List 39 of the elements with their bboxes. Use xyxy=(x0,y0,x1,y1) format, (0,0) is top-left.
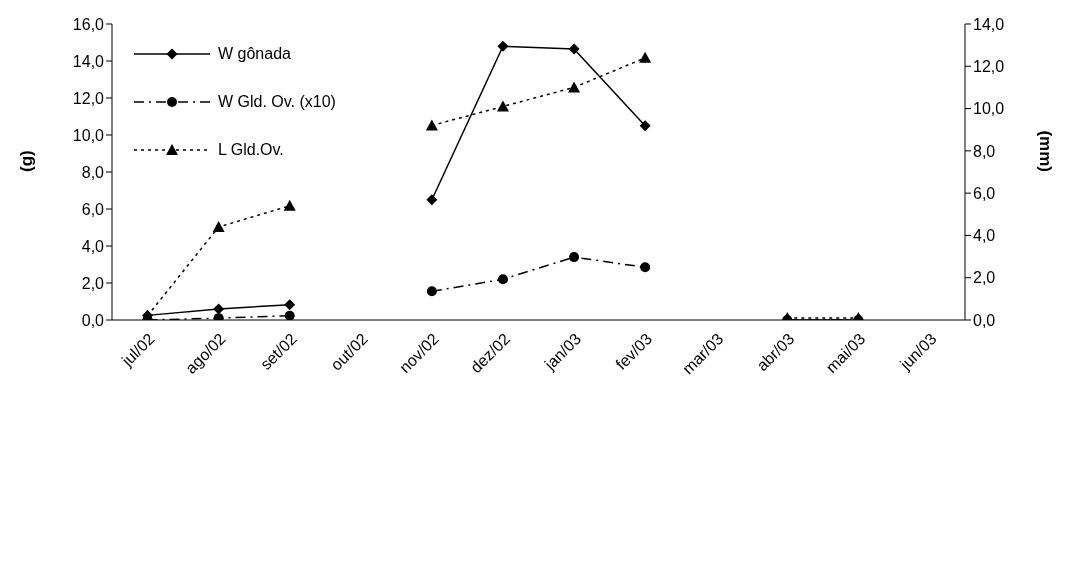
point xyxy=(497,40,509,52)
y2-tick-label: 4,0 xyxy=(973,227,996,245)
point xyxy=(212,220,225,232)
y-tick-label: 6,0 xyxy=(81,200,105,218)
point xyxy=(426,194,438,206)
y-tick-label: 8,0 xyxy=(81,163,105,181)
y-tick-label: 0,0 xyxy=(81,311,105,329)
y2-tick-label: 14,0 xyxy=(973,15,1005,33)
point xyxy=(425,119,438,131)
y-tick-label: 10,0 xyxy=(72,126,105,144)
point xyxy=(426,286,437,297)
point xyxy=(640,262,651,273)
point xyxy=(568,43,580,55)
y2-tick-label: 0,0 xyxy=(973,311,996,329)
y2-tick-label: 12,0 xyxy=(973,57,1005,75)
point xyxy=(283,199,296,211)
point xyxy=(284,310,295,320)
point xyxy=(497,274,508,285)
y2-tick-label: 10,0 xyxy=(973,100,1005,118)
y-tick-label: 16,0 xyxy=(72,15,105,33)
y2-tick-label: 8,0 xyxy=(973,142,996,160)
legend-label: W Gld. Ov. (x10) xyxy=(218,93,336,111)
point xyxy=(284,299,296,311)
y2-tick-label: 2,0 xyxy=(973,269,996,287)
y2-tick-label: 6,0 xyxy=(973,184,996,202)
y2-axis-title: (mm) xyxy=(1035,130,1055,172)
legend-label: L Gld.Ov. xyxy=(218,141,284,159)
y-tick-label: 4,0 xyxy=(81,237,105,255)
point xyxy=(496,100,509,112)
y-tick-label: 12,0 xyxy=(72,89,105,107)
point xyxy=(213,303,225,315)
y-tick-label: 2,0 xyxy=(81,274,105,292)
legend-label: W gônada xyxy=(218,45,291,63)
y-tick-label: 14,0 xyxy=(72,52,105,70)
point xyxy=(568,81,581,93)
point xyxy=(639,120,651,132)
point xyxy=(569,252,580,263)
point xyxy=(639,51,652,63)
y-axis-title: (g) xyxy=(17,150,37,172)
